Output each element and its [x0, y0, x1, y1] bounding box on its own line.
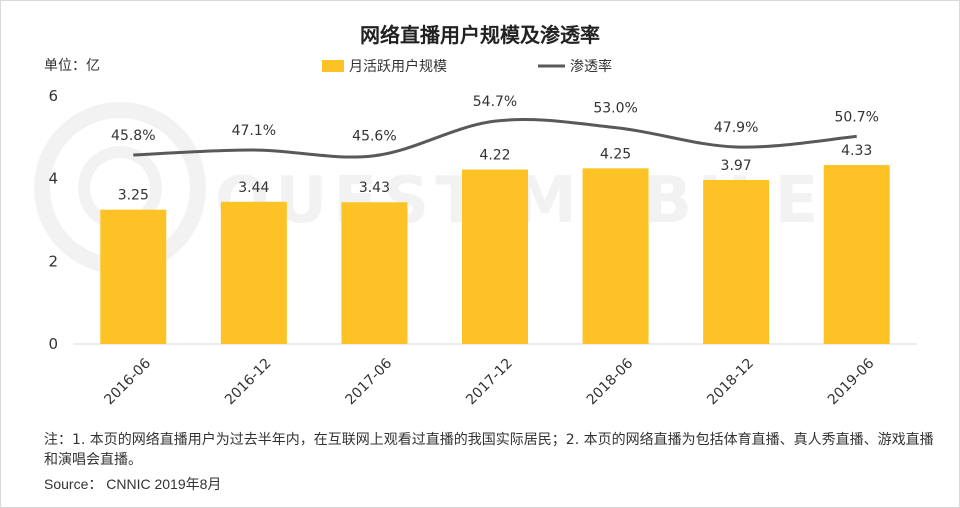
- bar-value-label: 3.43: [359, 180, 390, 196]
- bar-value-label: 3.97: [721, 158, 752, 174]
- line-value-label: 45.6%: [352, 129, 396, 145]
- y-tick-label: 6: [48, 87, 58, 105]
- line-series: 45.8% 47.1% 45.6% 54.7% 53.0% 47.9% 50.7%: [111, 94, 879, 159]
- bar-value-label: 4.22: [479, 148, 510, 164]
- bar: [341, 202, 408, 344]
- legend-label-bar: 月活跃用户规模: [349, 58, 447, 75]
- chart-title: 网络直播用户规模及渗透率: [360, 23, 600, 47]
- y-tick-label: 2: [48, 252, 58, 270]
- y-tick-label: 4: [48, 170, 58, 188]
- x-tick-label: 2017-12: [463, 356, 516, 409]
- line-value-label: 50.7%: [834, 109, 878, 125]
- line-value-label: 54.7%: [473, 94, 517, 110]
- x-tick-label: 2018-12: [704, 356, 757, 409]
- y-axis: 0 2 4 6: [48, 87, 58, 353]
- x-axis: 2016-06 2016-12 2017-06 2017-12 2018-06 2018-…: [101, 355, 877, 408]
- legend-swatch-bar: [322, 60, 344, 72]
- legend: 月活跃用户规模 渗透率: [322, 58, 612, 75]
- line-value-label: 47.9%: [714, 120, 758, 136]
- bar: [462, 169, 528, 344]
- bar: [703, 179, 770, 344]
- y-tick-label: 0: [48, 335, 58, 353]
- bar: [100, 209, 167, 344]
- x-tick-label: 2016-06: [101, 355, 154, 408]
- bar-value-label: 3.25: [118, 188, 149, 204]
- x-tick-label: 2016-12: [222, 356, 275, 409]
- line-value-label: 47.1%: [232, 123, 276, 139]
- legend-label-line: 渗透率: [570, 58, 612, 75]
- x-tick-label: 2019-06: [825, 355, 878, 408]
- bar-value-label: 3.44: [238, 180, 269, 196]
- bar: [823, 165, 890, 344]
- bar-series: 3.25 3.44 3.43 4.22 4.25 3.97 4.33: [100, 143, 890, 344]
- footnote: 注：1. 本页的网络直播用户为过去半年内，在互联网上观看过直播的我国实际居民；2…: [44, 432, 934, 468]
- bar-value-label: 4.33: [841, 143, 872, 159]
- line-value-label: 53.0%: [593, 101, 637, 117]
- bar: [220, 201, 287, 344]
- x-tick-label: 2018-06: [584, 355, 637, 408]
- line-value-label: 45.8%: [111, 128, 155, 144]
- bar: [582, 168, 649, 344]
- bar-value-label: 4.25: [600, 146, 631, 162]
- source: Source： CNNIC 2019年8月: [44, 476, 222, 492]
- x-tick-label: 2017-06: [343, 355, 396, 408]
- unit-label: 单位：亿: [44, 58, 100, 74]
